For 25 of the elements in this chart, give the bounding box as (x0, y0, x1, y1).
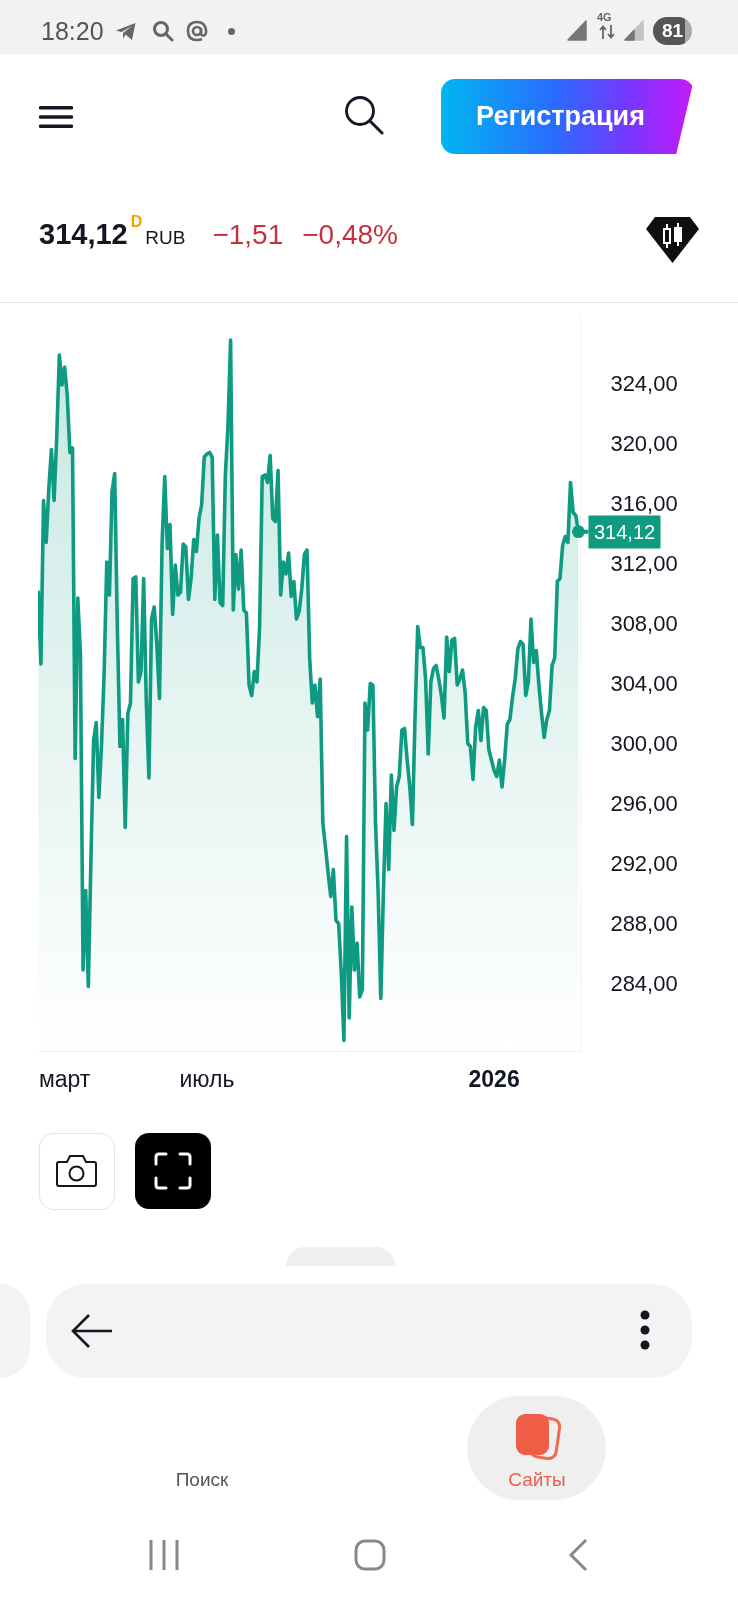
y-tick-label: 296,00 (610, 791, 678, 817)
x-tick-label: июль (179, 1065, 235, 1092)
text: −0,48% (302, 219, 398, 251)
text: RUB (145, 227, 186, 249)
text: D (130, 213, 143, 231)
y-tick-label: 300,00 (610, 731, 678, 757)
text: Поиск (175, 1469, 229, 1490)
register-button: Регистрация (441, 79, 694, 154)
y-tick-label: 320,00 (610, 431, 678, 457)
y-tick-label: 308,00 (610, 611, 678, 637)
text: 314,12 (39, 218, 128, 251)
text: −1,51 (212, 219, 284, 251)
y-tick-label: 316,00 (610, 491, 678, 517)
y-tick-label: 288,00 (610, 911, 678, 937)
y-tick-label: 304,00 (610, 671, 678, 697)
text: 18:20 (41, 17, 104, 45)
x-tick-label: март (38, 1065, 91, 1092)
text: 314,12 (594, 521, 656, 543)
y-tick-label: 324,00 (610, 371, 678, 397)
text: Сайты (508, 1469, 566, 1490)
text: 4G (597, 11, 612, 23)
y-tick-label: 292,00 (610, 851, 678, 877)
x-tick-label: 2026 (468, 1065, 520, 1092)
y-tick-label: 284,00 (610, 971, 678, 997)
y-tick-label: 312,00 (610, 551, 678, 577)
